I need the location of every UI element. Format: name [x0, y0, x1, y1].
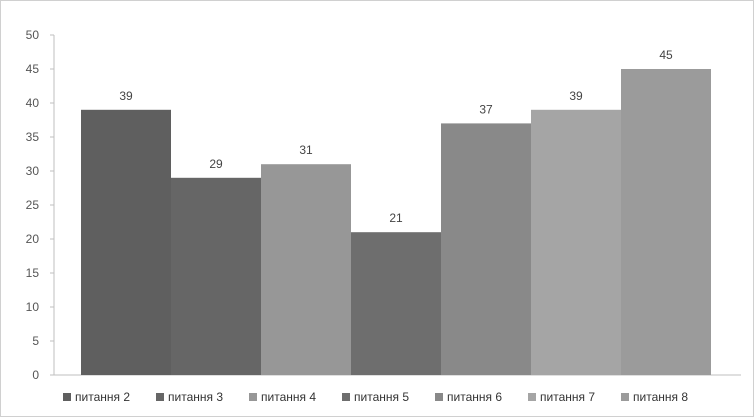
legend-item: питання 6 [435, 390, 502, 404]
legend-swatch [156, 393, 164, 401]
y-tick-label: 50 [26, 28, 40, 42]
legend-swatch [249, 393, 257, 401]
y-tick-label: 15 [26, 266, 40, 280]
legend-label: питання 7 [540, 390, 595, 404]
legend-item: питання 4 [249, 390, 316, 404]
bar [621, 69, 711, 375]
legend-swatch [528, 393, 536, 401]
bar [81, 109, 171, 376]
y-tick-label: 0 [32, 368, 39, 382]
legend-item: питання 2 [63, 390, 130, 404]
bar [351, 232, 441, 375]
bar [261, 164, 351, 375]
bar [531, 109, 621, 376]
data-label: 31 [299, 143, 313, 157]
bar [441, 123, 531, 376]
data-label: 29 [209, 157, 223, 171]
legend-label: питання 2 [75, 390, 130, 404]
legend-label: питання 8 [633, 390, 688, 404]
y-tick-label: 30 [26, 164, 40, 178]
y-tick-label: 20 [26, 232, 40, 246]
legend-label: питання 6 [447, 390, 502, 404]
y-tick-label: 25 [26, 198, 40, 212]
legend-label: питання 4 [261, 390, 316, 404]
legend-item: питання 3 [156, 390, 223, 404]
y-tick-label: 45 [26, 62, 40, 76]
legend-label: питання 5 [354, 390, 409, 404]
data-label: 21 [389, 211, 403, 225]
legend-swatch [621, 393, 629, 401]
legend-item: питання 7 [528, 390, 595, 404]
y-tick-label: 35 [26, 130, 40, 144]
data-label: 39 [569, 89, 583, 103]
bar [171, 177, 261, 375]
legend-swatch [342, 393, 350, 401]
data-label: 39 [119, 89, 133, 103]
data-labels: 39 29 31 21 37 39 45 [119, 48, 673, 225]
legend-label: питання 3 [168, 390, 223, 404]
y-tick-label: 5 [32, 334, 39, 348]
y-tick-label: 10 [26, 300, 40, 314]
legend-item: питання 5 [342, 390, 409, 404]
data-label: 45 [659, 48, 673, 62]
legend-swatch [435, 393, 443, 401]
legend: питання 2 питання 3 питання 4 питання 5 пита… [63, 390, 688, 404]
bars [81, 69, 711, 376]
y-tick-label: 40 [26, 96, 40, 110]
legend-item: питання 8 [621, 390, 688, 404]
data-label: 37 [479, 102, 493, 116]
legend-swatch [63, 393, 71, 401]
y-axis-ticks: 0 5 10 15 20 25 30 35 40 45 50 [26, 28, 54, 382]
